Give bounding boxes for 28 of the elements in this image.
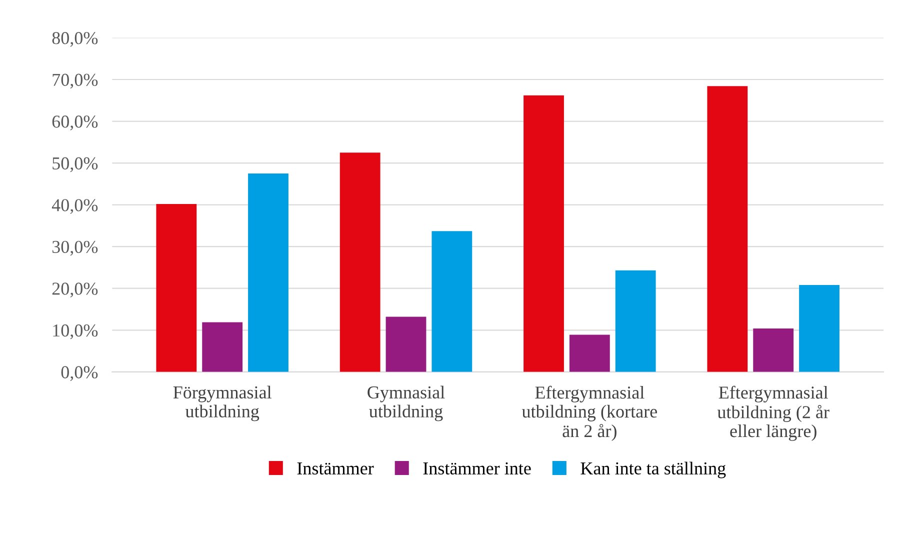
x-tick-label: Förgymnasial utbildning xyxy=(173,386,272,422)
bar xyxy=(524,95,564,372)
bar xyxy=(615,270,656,372)
bar xyxy=(432,231,472,372)
bar xyxy=(753,328,794,372)
legend-label: Instämmer inte xyxy=(423,462,531,474)
legend-label: Kan inte ta ställning xyxy=(580,462,726,478)
y-tick-label: 60,0% xyxy=(52,116,98,130)
bar xyxy=(156,204,197,372)
y-tick-label: 70,0% xyxy=(52,74,98,89)
x-tick-label: Gymnasial utbildning xyxy=(368,386,445,422)
y-tick-label: 10,0% xyxy=(53,324,98,340)
x-tick-label: Eftergymnasial utbildning (2 år eller längre) xyxy=(717,386,830,441)
y-tick-label: 0,0% xyxy=(61,366,98,381)
y-tick-label: 20,0% xyxy=(52,282,98,298)
y-tick-label: 50,0% xyxy=(52,157,98,172)
bar xyxy=(386,316,426,372)
y-tick-label: 30,0% xyxy=(52,240,98,256)
legend-label: Instämmer xyxy=(297,462,374,474)
bar xyxy=(707,86,748,372)
bar xyxy=(340,152,380,372)
bar xyxy=(248,173,288,372)
y-tick-label: 80,0% xyxy=(52,32,98,47)
bar xyxy=(569,334,610,372)
y-tick-label: 40,0% xyxy=(52,199,98,214)
bar xyxy=(799,285,840,372)
bar xyxy=(202,322,243,372)
x-tick-label: Eftergymnasial utbildning (kortare än 2 år) xyxy=(522,386,657,441)
